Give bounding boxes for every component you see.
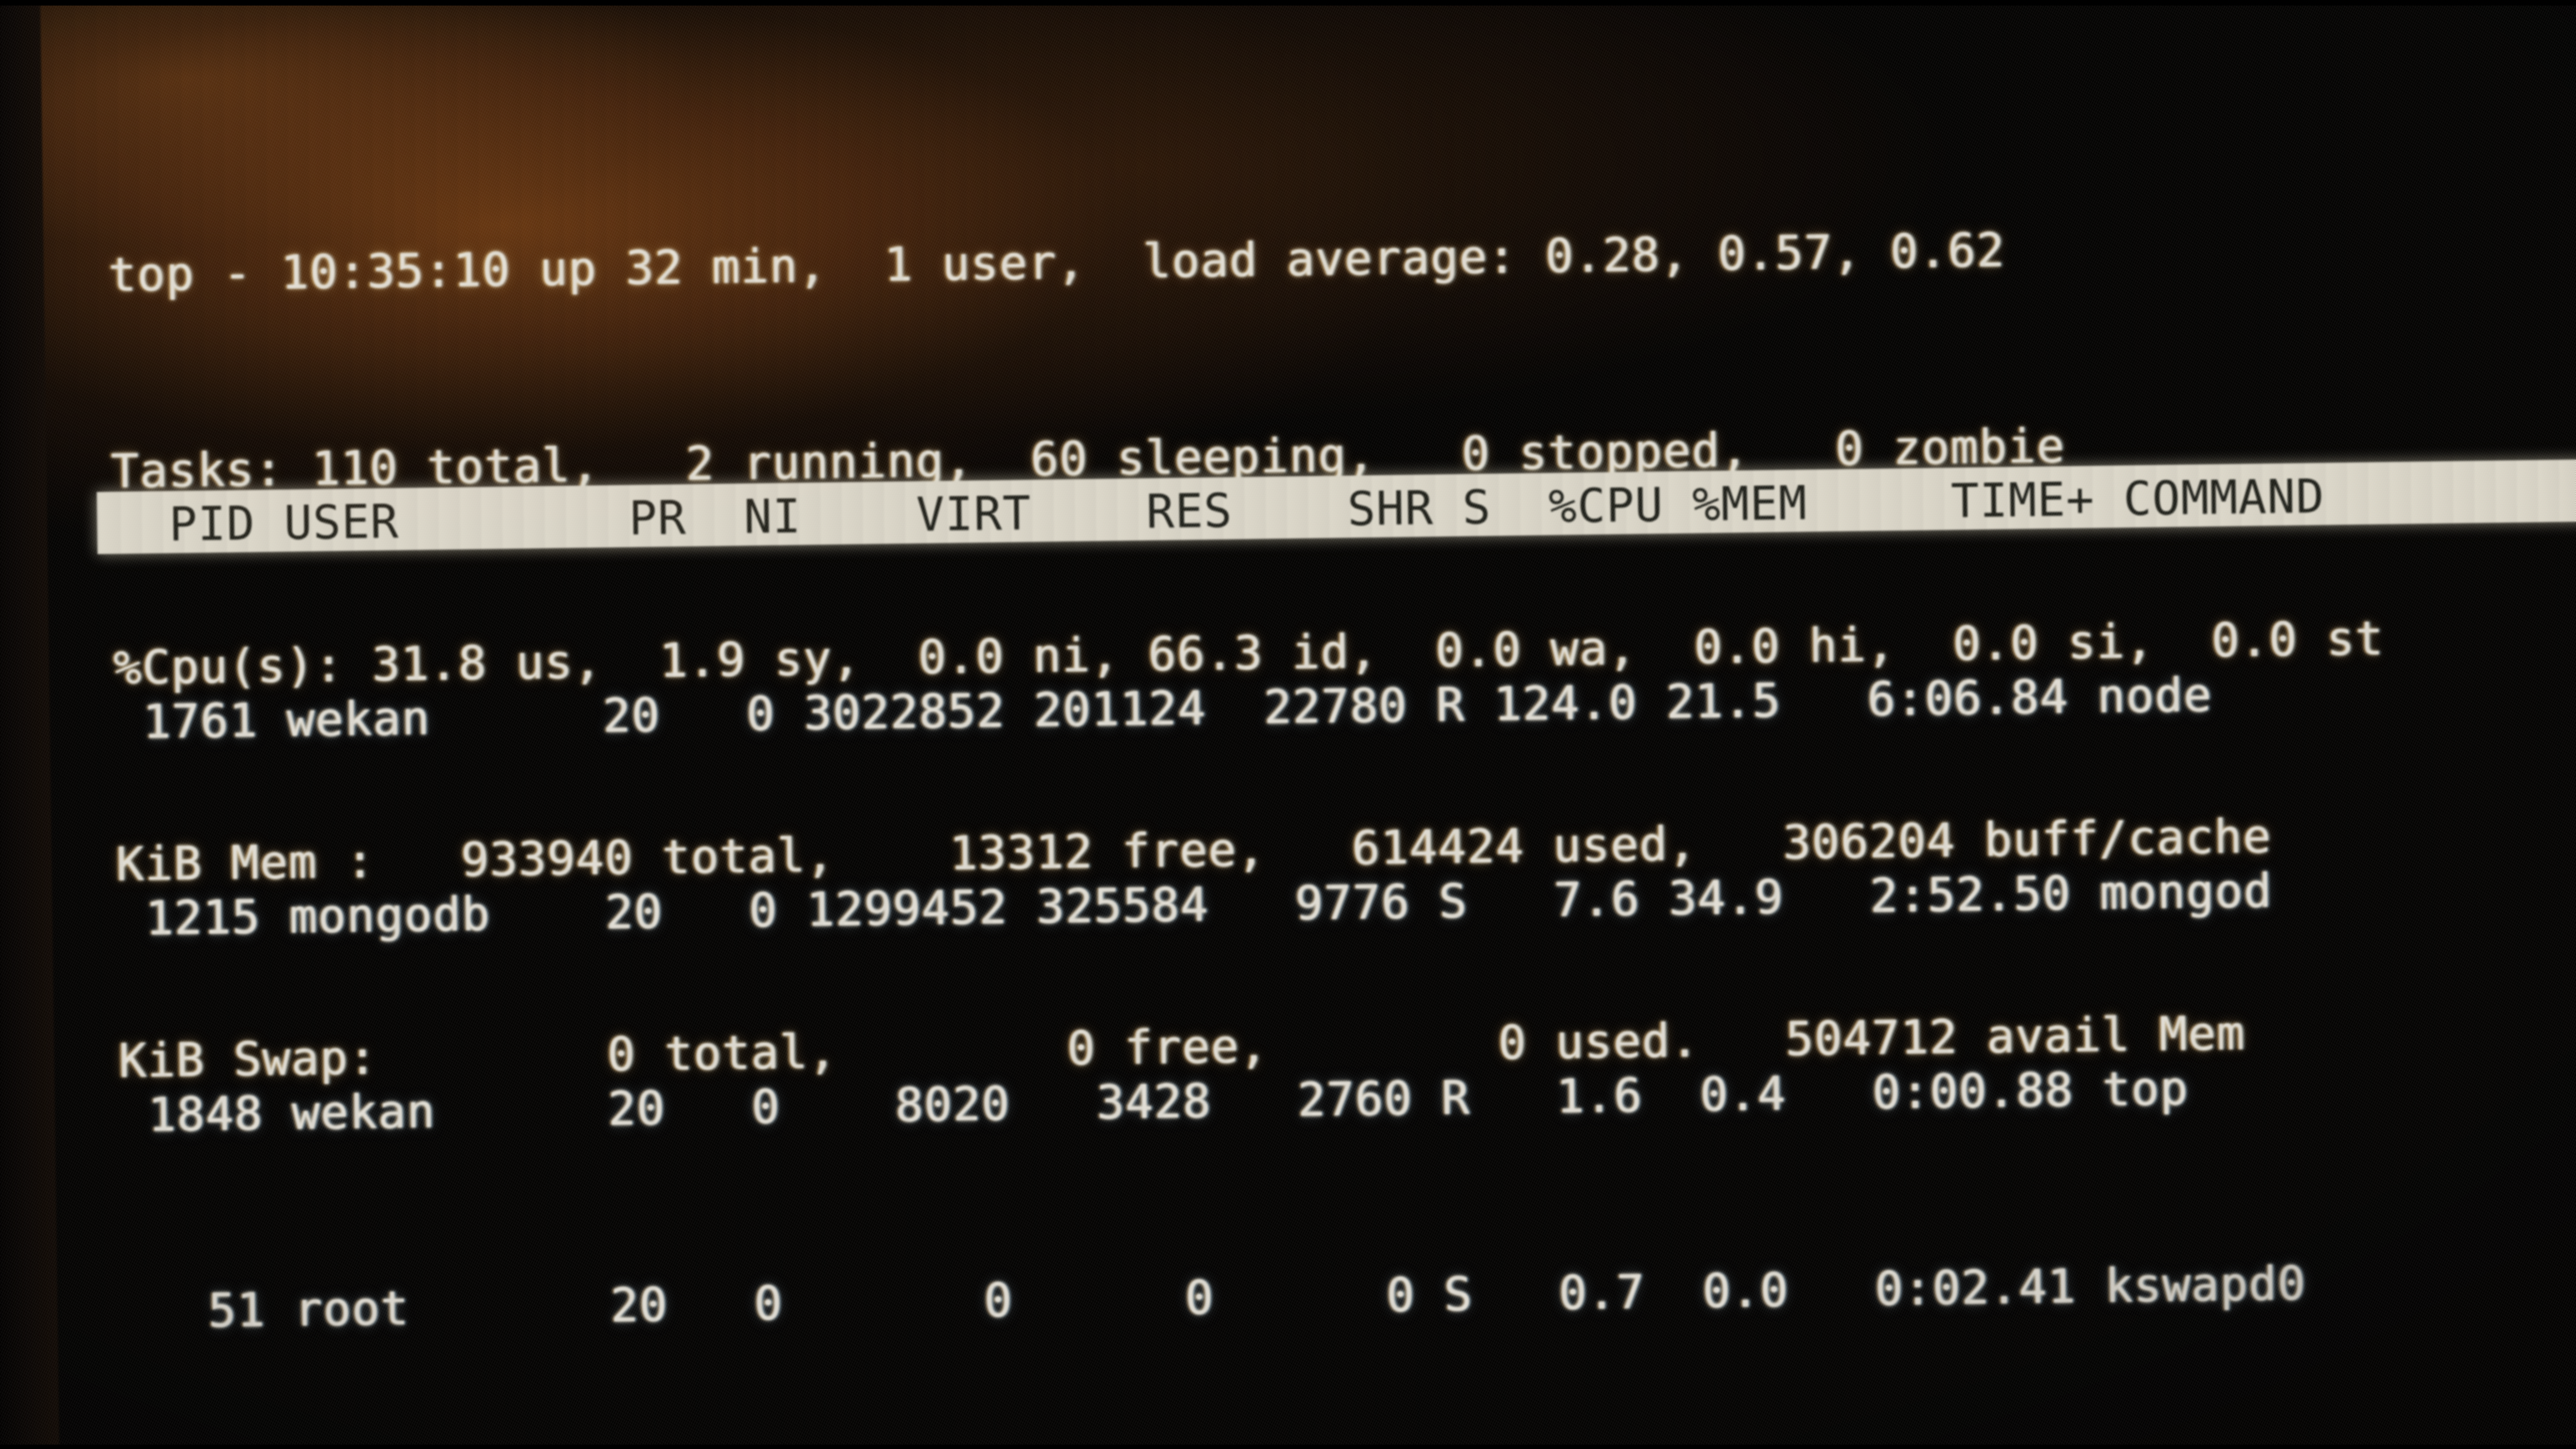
table-row[interactable]: 51 root 20 0 0 0 0 S 0.7 0.0 0:02.41 ksw… xyxy=(121,1256,2307,1339)
photo-frame-top-edge xyxy=(0,0,2576,6)
process-table-body: 1761 wekan 20 0 3022852 201124 22780 R 1… xyxy=(112,525,2576,1449)
table-row[interactable]: 1761 wekan 20 0 3022852 201124 22780 R 1… xyxy=(113,667,2213,749)
faded-previous-output-line xyxy=(139,38,690,84)
terminal-screen[interactable]: top - 10:35:10 up 32 min, 1 user, load a… xyxy=(21,0,2576,1449)
table-row[interactable]: 1215 mongodb 20 0 1299452 325584 9776 S … xyxy=(116,863,2273,946)
table-row[interactable]: 1848 wekan 20 0 8020 3428 2760 R 1.6 0.4… xyxy=(119,1061,2189,1143)
photo-frame-bottom-edge xyxy=(0,1445,2576,1449)
uptime-load-line: top - 10:35:10 up 32 min, 1 user, load a… xyxy=(108,223,2006,303)
